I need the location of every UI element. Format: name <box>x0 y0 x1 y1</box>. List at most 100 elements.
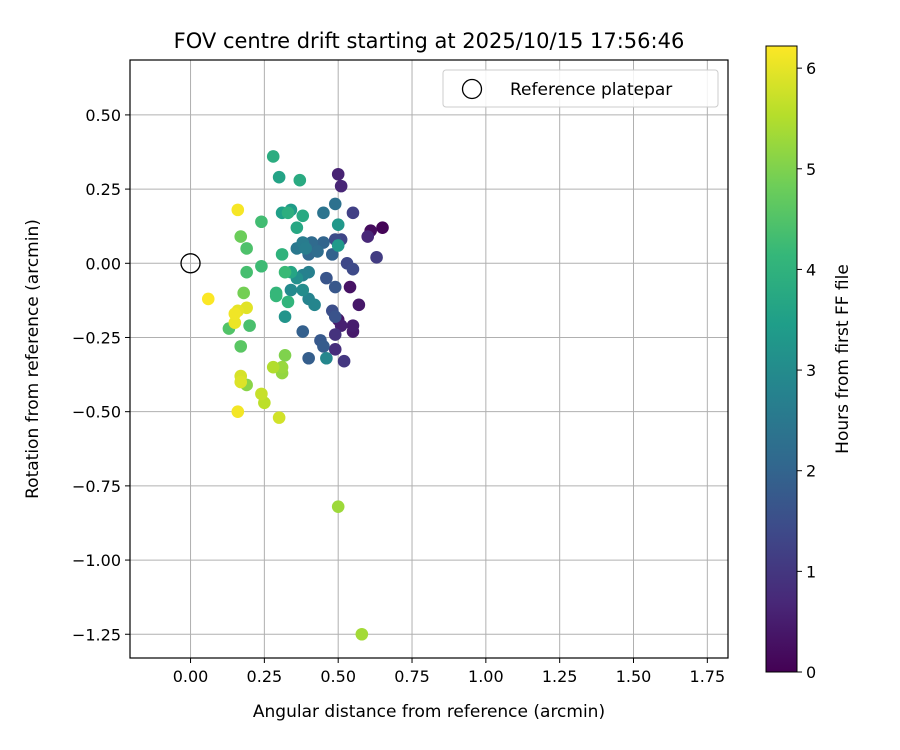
data-point <box>275 360 289 374</box>
plot-frame <box>129 59 729 659</box>
data-point <box>255 387 268 401</box>
data-point <box>228 307 242 321</box>
data-point <box>272 411 286 424</box>
data-point <box>352 298 366 312</box>
data-point <box>346 206 360 220</box>
data-point <box>370 251 383 264</box>
data-point <box>290 221 304 234</box>
data-point <box>331 239 345 252</box>
y-tick-label: −0.25 <box>72 328 121 347</box>
colorbar-label: Hours from first FF file <box>833 264 853 454</box>
data-point <box>320 271 333 285</box>
data-point <box>334 319 348 332</box>
data-point <box>317 236 330 249</box>
data-point <box>231 203 245 217</box>
x-tick-label: 0.75 <box>394 667 430 686</box>
data-point <box>302 351 315 365</box>
data-point <box>278 348 292 362</box>
data-point <box>376 221 389 234</box>
x-tick-label: 0.25 <box>247 667 283 686</box>
data-point <box>325 248 339 261</box>
legend: Reference platepar <box>442 69 719 108</box>
data-point <box>317 340 330 353</box>
grid-lines <box>130 60 728 658</box>
data-point <box>269 289 283 303</box>
y-tick-label: 0.50 <box>85 106 121 125</box>
y-tick-label: −1.25 <box>72 625 121 644</box>
data-point <box>308 298 321 312</box>
x-axis-ticks: 0.00 0.25 0.50 0.75 1.00 1.25 1.50 1.75 <box>173 658 725 686</box>
colorbar-tick-label: 0 <box>806 663 816 682</box>
data-points <box>201 150 389 641</box>
reference-marker-layer <box>180 253 201 274</box>
data-point <box>331 218 345 232</box>
data-point <box>281 295 295 309</box>
data-point <box>299 242 313 255</box>
data-point <box>346 319 360 332</box>
data-point <box>255 259 268 273</box>
x-tick-label: 0.00 <box>173 667 209 686</box>
x-axis-label: Angular distance from reference (arcmin) <box>253 702 605 722</box>
data-point <box>275 248 289 261</box>
data-point <box>355 627 369 641</box>
data-point <box>201 292 215 306</box>
data-point <box>361 230 375 243</box>
y-axis-ticks: 0.50 0.25 0.00 −0.25 −0.50 −0.75 −1.00 −1.25 <box>72 106 130 644</box>
chart-title: FOV centre drift starting at 2025/10/15 … <box>174 29 685 53</box>
data-point <box>278 265 292 279</box>
data-point <box>311 245 324 258</box>
x-tick-label: 1.25 <box>542 667 578 686</box>
data-point <box>234 375 248 389</box>
y-tick-label: −0.50 <box>72 403 121 422</box>
y-tick-label: 0.00 <box>85 254 121 273</box>
data-point <box>266 360 280 374</box>
data-point <box>240 265 253 279</box>
data-point <box>296 209 310 223</box>
data-point <box>328 280 342 294</box>
data-point <box>278 310 292 324</box>
legend-label-reference-platepar: Reference platepar <box>510 80 672 100</box>
data-point <box>240 242 253 255</box>
data-point <box>328 328 342 341</box>
x-tick-label: 0.50 <box>320 667 356 686</box>
data-point <box>337 354 351 368</box>
x-tick-label: 1.75 <box>690 667 726 686</box>
y-axis-label: Rotation from reference (arcmin) <box>23 219 43 499</box>
data-point <box>331 500 345 513</box>
data-point <box>234 340 248 353</box>
plot-background <box>130 60 728 658</box>
colorbar-tick-label: 1 <box>806 562 816 581</box>
data-point <box>331 167 345 181</box>
x-tick-label: 1.00 <box>468 667 504 686</box>
data-point <box>328 197 342 211</box>
x-tick-label: 1.50 <box>616 667 652 686</box>
colorbar-tick-label: 2 <box>806 462 816 481</box>
data-point <box>284 283 298 297</box>
data-point <box>343 280 357 294</box>
legend-marker-open-circle <box>461 78 483 100</box>
legend-box <box>442 69 719 108</box>
data-point <box>272 170 286 184</box>
reference-platepar-marker <box>180 253 201 274</box>
data-point <box>346 262 360 276</box>
data-point <box>320 351 333 365</box>
data-point <box>328 310 342 324</box>
data-point <box>243 319 256 332</box>
data-point <box>231 405 245 418</box>
data-point <box>281 206 295 220</box>
data-point <box>328 343 342 356</box>
colorbar-tick-label: 3 <box>806 361 816 380</box>
data-point <box>296 283 310 297</box>
colorbar-ticks: 0 1 2 3 4 5 6 <box>797 59 816 682</box>
y-tick-label: −1.00 <box>72 551 121 570</box>
data-point <box>293 173 307 187</box>
data-point <box>334 179 348 193</box>
data-point <box>317 206 330 220</box>
data-point <box>266 150 280 163</box>
y-tick-label: 0.25 <box>85 180 121 199</box>
colorbar <box>765 45 798 673</box>
data-point <box>228 316 242 329</box>
colorbar-tick-label: 5 <box>806 160 816 179</box>
